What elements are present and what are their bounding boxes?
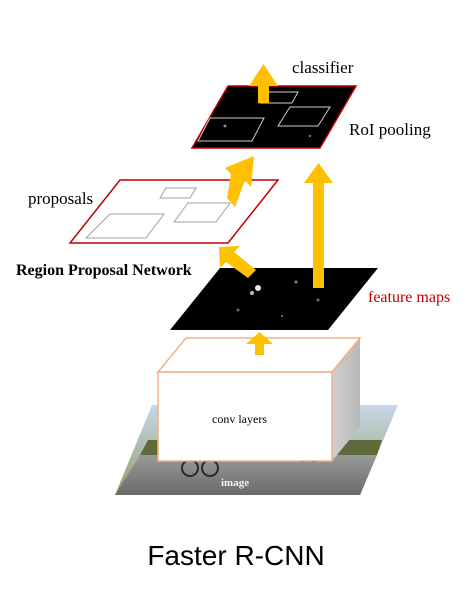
- arrow-feature-to-roi: [304, 163, 333, 288]
- classifier-label: classifier: [292, 58, 354, 77]
- conv-layers-box: [156, 337, 362, 462]
- arrow-rpn-to-proposals: [219, 246, 256, 278]
- proposals-plane: [68, 179, 280, 244]
- feature-maps-label: feature maps: [368, 289, 451, 306]
- arrow-to-classifier: [249, 64, 278, 103]
- roi-pooling-label: RoI pooling: [349, 120, 431, 139]
- image-label: image: [221, 477, 250, 489]
- conv-layers-label: conv layers: [212, 412, 267, 426]
- arrow-image-to-conv: [246, 332, 273, 355]
- arrow-proposals-to-roi: [225, 156, 254, 207]
- roi-pooling-plane: [190, 85, 358, 149]
- arrows: [219, 64, 333, 355]
- proposals-label: proposals: [28, 189, 94, 208]
- diagram-caption: Faster R-CNN: [147, 540, 325, 571]
- feature-maps-plane: [170, 268, 378, 330]
- rpn-label: Region Proposal Network: [16, 262, 192, 279]
